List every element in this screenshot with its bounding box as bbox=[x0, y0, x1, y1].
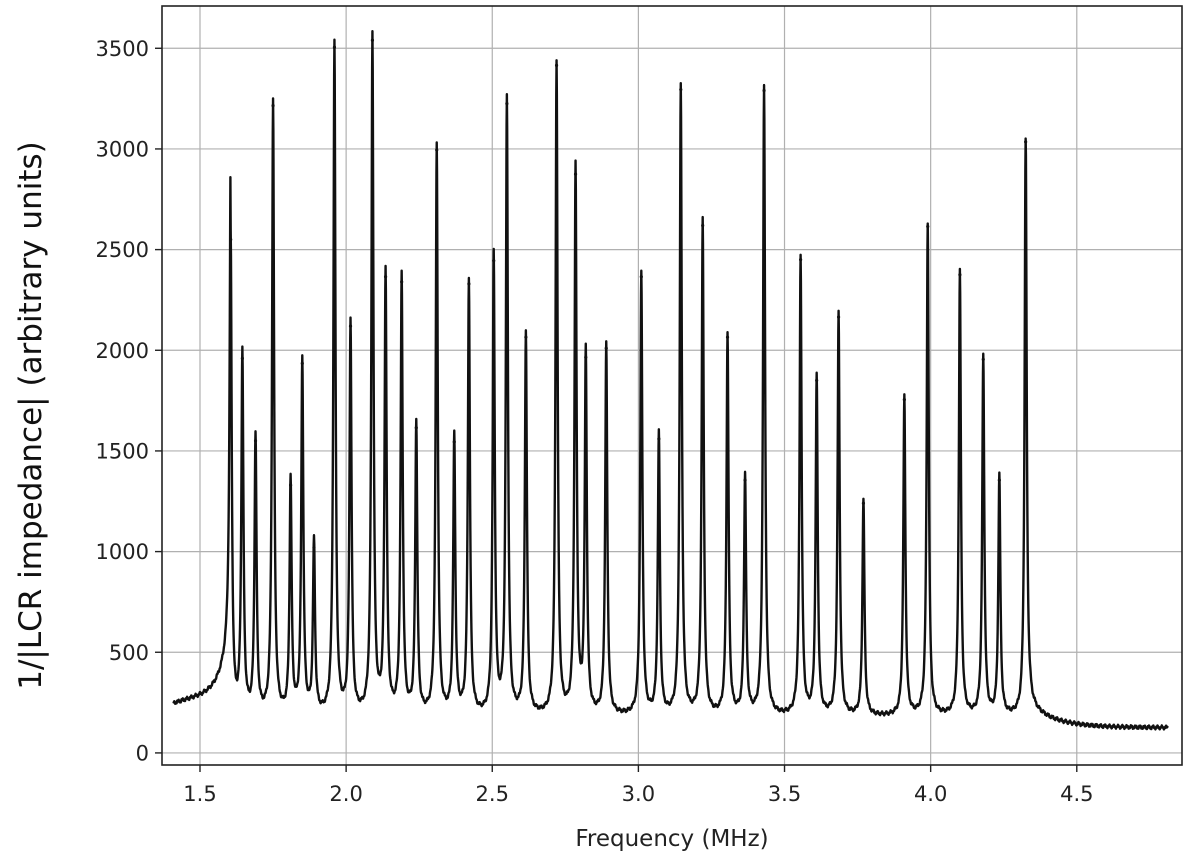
peak-point-32 bbox=[815, 378, 819, 383]
peak-point-2 bbox=[240, 356, 244, 360]
peak-point-3 bbox=[253, 439, 258, 443]
peak-point-37 bbox=[958, 273, 962, 277]
peak-point-39 bbox=[997, 478, 1001, 482]
peak-point-40 bbox=[1024, 140, 1028, 144]
impedance-trace-line bbox=[172, 30, 1169, 731]
peak-point-5 bbox=[289, 483, 293, 487]
peak-point-6 bbox=[300, 361, 304, 365]
peak-point-12 bbox=[400, 280, 404, 284]
peak-point-16 bbox=[467, 282, 471, 286]
peak-point-28 bbox=[725, 335, 730, 339]
x-tick-label: 4.0 bbox=[914, 782, 947, 806]
x-tick-label: 1.5 bbox=[183, 782, 216, 806]
peak-point-30 bbox=[762, 88, 766, 93]
peak-point-22 bbox=[584, 355, 588, 359]
peak-point-19 bbox=[524, 335, 528, 339]
peak-point-38 bbox=[981, 357, 985, 361]
axis-ticks: 1.5 2.0 2.5 3.0 3.5 4.0 4.5 0 500 1000 1500 2000 250… bbox=[96, 37, 1094, 806]
x-tick-label: 2.5 bbox=[476, 782, 509, 806]
peak-point-9 bbox=[348, 324, 353, 328]
x-tick-label: 2.0 bbox=[329, 782, 362, 806]
x-axis-title: Frequency (MHz) bbox=[575, 826, 768, 852]
peak-point-34 bbox=[861, 501, 866, 505]
y-tick-label: 3500 bbox=[96, 37, 149, 61]
peak-point-21 bbox=[573, 172, 578, 176]
peak-point-7 bbox=[312, 545, 316, 550]
peak-point-31 bbox=[799, 258, 803, 262]
x-tick-label: 3.0 bbox=[622, 782, 655, 806]
y-tick-label: 0 bbox=[136, 741, 149, 765]
peak-point-35 bbox=[902, 397, 906, 402]
y-tick-label: 2500 bbox=[96, 238, 149, 262]
x-tick-label: 3.5 bbox=[768, 782, 801, 806]
y-tick-label: 1500 bbox=[96, 439, 149, 463]
y-axis-title: 1/|LCR impedance| (arbitrary units) bbox=[13, 141, 49, 690]
peak-point-23 bbox=[604, 346, 608, 350]
peak-point-26 bbox=[679, 87, 683, 92]
peak-point-4 bbox=[271, 104, 275, 108]
peak-point-8 bbox=[332, 45, 337, 49]
peak-point-29 bbox=[743, 478, 747, 482]
peak-point-36 bbox=[926, 224, 930, 229]
peak-point-25 bbox=[657, 437, 661, 441]
peak-point-24 bbox=[639, 275, 643, 279]
peak-point-17 bbox=[492, 259, 496, 263]
y-tick-label: 3000 bbox=[96, 137, 149, 161]
peak-point-27 bbox=[701, 223, 705, 228]
peak-point-10 bbox=[370, 38, 375, 42]
peak-point-11 bbox=[383, 275, 388, 279]
peak-point-18 bbox=[505, 102, 509, 106]
peak-point-15 bbox=[452, 440, 456, 444]
plot-frame bbox=[161, 5, 1183, 766]
y-tick-label: 1000 bbox=[96, 540, 149, 564]
x-tick-label: 4.5 bbox=[1060, 782, 1093, 806]
peak-markers bbox=[229, 38, 1028, 550]
peak-point-1 bbox=[229, 237, 233, 242]
peak-point-33 bbox=[836, 315, 841, 319]
peak-point-13 bbox=[414, 426, 418, 430]
y-tick-label: 2000 bbox=[96, 339, 149, 363]
peak-point-20 bbox=[554, 63, 559, 67]
peak-point-14 bbox=[435, 148, 439, 152]
y-tick-label: 500 bbox=[109, 641, 149, 665]
